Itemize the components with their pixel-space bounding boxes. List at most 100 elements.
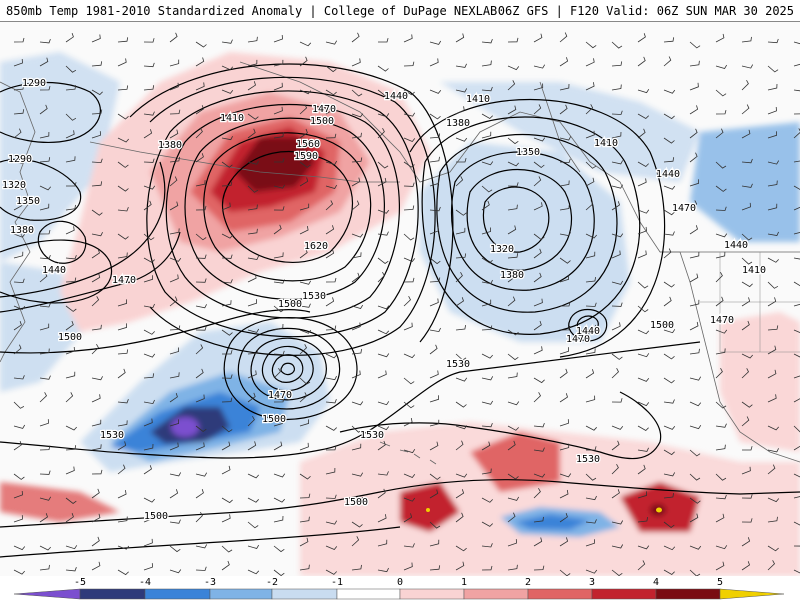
contour-1470-east (409, 98, 666, 358)
wind-barb (663, 37, 675, 43)
wind-barb (507, 137, 519, 145)
alaska-coastline (239, 61, 680, 253)
wind-barb (169, 442, 179, 451)
wind-barb (247, 255, 259, 260)
wind-barb (351, 401, 364, 406)
wind-barb (195, 472, 208, 477)
wind-barb (351, 536, 360, 547)
wind-barb (39, 57, 49, 67)
wind-barb (533, 83, 544, 91)
contour-label: 1440 (724, 240, 748, 251)
wind-barb (741, 466, 751, 475)
wind-barb (273, 497, 285, 503)
wind-barb (273, 350, 285, 356)
wind-barb (351, 322, 361, 331)
wind-barb (117, 233, 129, 240)
wind-barb (221, 560, 230, 571)
wind-barb (429, 133, 441, 139)
wind-barb (429, 206, 441, 212)
wind-barb (325, 375, 337, 381)
wind-barb (507, 182, 519, 187)
wind-barb (741, 183, 753, 188)
wind-barb (481, 565, 493, 571)
wind-barb (585, 41, 597, 49)
wind-barb (663, 472, 676, 477)
wind-barb (689, 200, 698, 211)
wind-barb (13, 320, 22, 331)
wind-barb (715, 473, 727, 481)
wind-barb (169, 201, 179, 211)
wind-barb (767, 516, 778, 523)
wind-barb (143, 443, 154, 451)
colorbar-swatch (591, 588, 657, 600)
wind-barb (403, 353, 416, 359)
wind-barb (689, 321, 699, 331)
contour-1440-ridge (129, 63, 454, 343)
wind-barb (39, 131, 50, 139)
wind-barb (39, 157, 51, 163)
contour-label: 1290 (22, 78, 46, 89)
wind-barb (377, 329, 390, 335)
wind-barb (117, 185, 129, 192)
wind-barb (273, 252, 284, 259)
cold-anomaly-region-gulf-of-alaska (420, 142, 630, 342)
colorbar-swatches (13, 588, 785, 600)
wind-barb (455, 377, 468, 382)
wind-barb (13, 440, 22, 451)
wind-barb (429, 521, 441, 529)
wind-barb (13, 305, 26, 310)
wind-barb (351, 32, 360, 43)
wind-barb (247, 473, 260, 479)
wind-barb (247, 521, 259, 529)
wind-barb (403, 233, 415, 241)
wind-barb (559, 325, 571, 331)
wind-barb (247, 544, 260, 549)
wind-barb (91, 513, 101, 523)
wind-barb (715, 33, 725, 43)
contour-1410-west (0, 231, 181, 313)
wind-barb (39, 513, 48, 523)
colorbar-swatch (719, 588, 785, 600)
wind-barb (715, 109, 727, 115)
wind-barb (403, 277, 415, 283)
wind-barb (715, 444, 726, 451)
wind-barb (299, 516, 310, 523)
wind-barb (663, 377, 675, 384)
wind-barb (169, 59, 180, 67)
wind-barb (429, 327, 441, 333)
wind-barb (559, 275, 570, 283)
contour-label: 1440 (42, 265, 66, 276)
wind-barb (793, 353, 800, 358)
wind-barb (299, 89, 312, 95)
wind-barb (117, 368, 126, 379)
wind-barb (117, 545, 130, 550)
wind-barb (143, 538, 153, 547)
wind-barb (117, 464, 126, 475)
wind-barb (377, 440, 386, 451)
wind-barb (663, 329, 676, 334)
wind-barb (741, 320, 750, 331)
wind-barb (585, 519, 597, 524)
wind-barb (403, 34, 413, 43)
wind-barb (247, 81, 256, 91)
wind-barb (117, 569, 129, 576)
contour-label: 1440 (576, 326, 600, 337)
wind-barb (533, 392, 541, 403)
wind-barb (767, 106, 777, 115)
contour-label: 1410 (742, 265, 766, 276)
wind-barb (455, 473, 468, 478)
wind-barb (403, 182, 415, 187)
wind-barb (13, 278, 25, 284)
wind-barb (195, 254, 207, 259)
wind-barb (611, 544, 624, 549)
contour-label: 1350 (516, 147, 540, 158)
wind-barb (247, 160, 260, 165)
wind-barb (39, 38, 51, 44)
wind-barb (221, 233, 233, 239)
colorbar-swatch (209, 588, 273, 600)
colorbar-tick-label: 3 (589, 577, 595, 588)
wind-barb (299, 128, 308, 139)
wind-barb (39, 303, 51, 308)
wind-barb (117, 420, 128, 427)
wind-barb (221, 113, 234, 119)
